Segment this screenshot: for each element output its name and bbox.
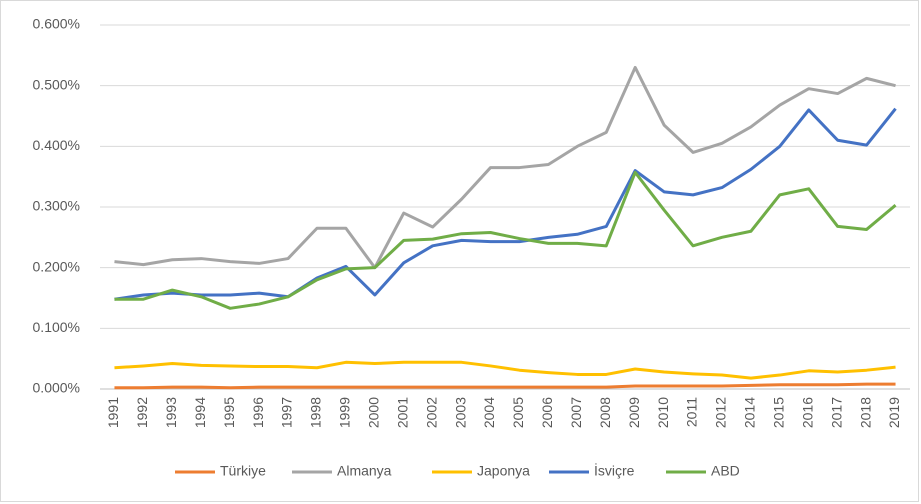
x-tick-label: 1998 [308,397,324,428]
legend-label: İsviçre [594,462,635,479]
x-tick-label: 2004 [481,397,497,428]
x-tick-label: 2006 [539,397,555,428]
y-tick-label: 0.400% [33,137,80,153]
x-tick-label: 2011 [684,397,700,427]
x-tick-label: 2003 [452,397,468,428]
legend-label: Almanya [337,463,392,479]
x-tick-label: 2000 [366,397,382,428]
x-tick-label: 2008 [597,397,613,428]
y-tick-label: 0.200% [33,258,80,274]
y-tick-label: 0.600% [33,16,80,32]
x-tick-label: 2002 [423,397,439,428]
x-tick-label: 1993 [163,397,179,428]
series-line [114,170,897,310]
x-tick-label: 1997 [279,397,295,428]
x-tick-label: 1994 [192,397,208,428]
x-tick-label: 2019 [886,397,902,428]
legend-label: Türkiye [220,463,266,479]
x-tick-label: 2017 [828,397,844,428]
x-tick-label: 2005 [510,397,526,428]
x-tick-label: 1991 [105,397,121,428]
y-tick-label: 0.300% [33,198,80,214]
y-tick-label: 0.100% [33,319,80,335]
x-tick-label: 2015 [771,397,787,428]
series-line [114,107,897,301]
series-line [114,65,896,270]
series-line [114,382,896,390]
x-tick-label: 2018 [857,397,873,428]
x-tick-label: 2001 [394,397,410,428]
x-tick-label: 2014 [742,397,758,428]
series-line [114,360,896,380]
x-tick-label: 2009 [626,397,642,428]
y-tick-label: 0.500% [33,76,80,92]
legend-label: ABD [711,463,740,479]
x-tick-label: 1992 [134,397,150,428]
x-tick-label: 2007 [568,397,584,428]
x-tick-label: 1999 [337,397,353,428]
x-tick-label: 2010 [655,397,671,428]
y-tick-label: 0.000% [33,380,80,396]
x-tick-label: 1996 [250,397,266,428]
x-tick-label: 2016 [799,397,815,428]
x-tick-label: 1995 [221,397,237,428]
legend-label: Japonya [477,463,530,479]
x-tick-label: 2012 [713,397,729,428]
